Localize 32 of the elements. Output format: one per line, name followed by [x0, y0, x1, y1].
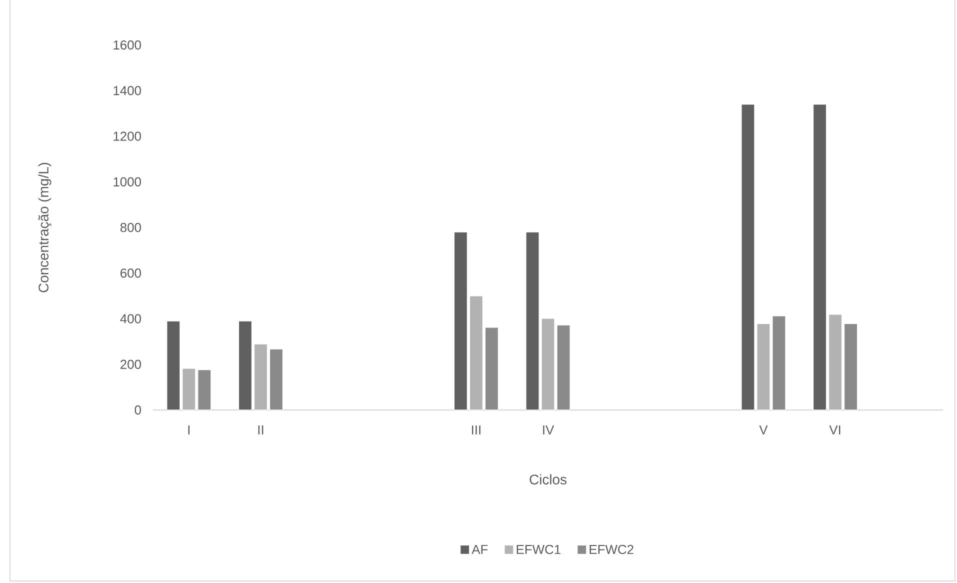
bar	[182, 368, 196, 410]
y-tick-label: 1000	[114, 177, 141, 186]
bar	[166, 320, 180, 410]
x-tick-label: IV	[543, 426, 554, 434]
y-tick-label: 600	[120, 268, 141, 278]
bar	[238, 320, 252, 410]
bar	[254, 344, 268, 410]
x-axis-title: Ciclos	[530, 474, 566, 484]
y-tick-label: 1400	[114, 86, 141, 96]
x-tick-label: V	[759, 426, 768, 434]
x-tick-label: I	[188, 426, 190, 434]
bar	[469, 296, 483, 410]
y-tick-label: 200	[120, 360, 141, 369]
y-tick-label: 400	[120, 314, 141, 324]
x-tick-label: III	[472, 426, 480, 434]
y-axis-title: Concentração (mg/L)	[38, 162, 52, 292]
x-tick-label: II	[258, 426, 264, 434]
bar	[828, 314, 842, 410]
legend-label: AF	[472, 544, 488, 554]
legend-label: EFWC2	[590, 544, 634, 554]
bar	[484, 327, 498, 410]
y-tick-label: 0	[134, 405, 141, 415]
bar	[844, 323, 858, 410]
y-tick-label: 1200	[114, 132, 141, 141]
bar	[454, 232, 468, 410]
bar	[198, 370, 212, 410]
bar	[269, 348, 284, 410]
legend-label: EFWC1	[516, 544, 560, 554]
y-tick-label: 800	[120, 222, 141, 232]
y-tick-label: 1600	[114, 40, 141, 50]
bar	[812, 104, 827, 410]
x-tick-label: VI	[829, 426, 840, 434]
